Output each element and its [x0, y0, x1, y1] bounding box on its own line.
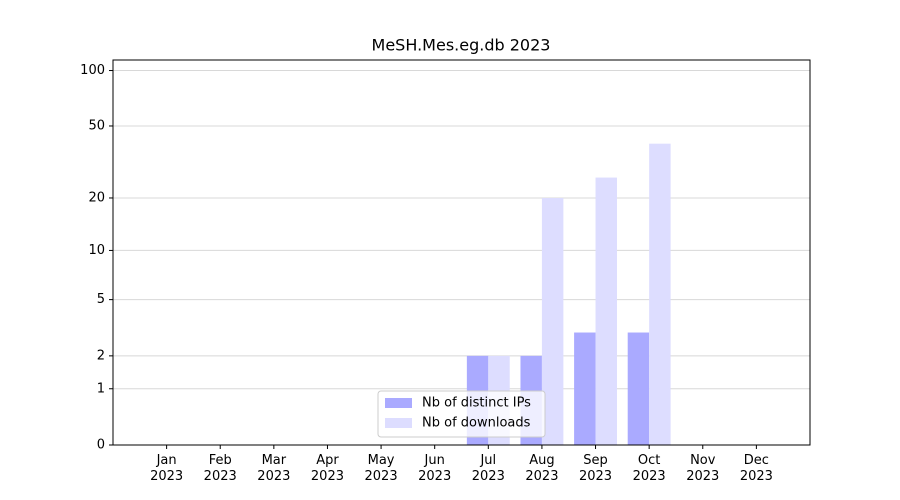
y-tick-label: 100 — [80, 63, 105, 78]
bar — [627, 332, 650, 445]
bar — [595, 177, 617, 445]
y-tick-label: 10 — [88, 243, 105, 258]
legend-label: Nb of distinct IPs — [422, 396, 531, 411]
bar — [649, 143, 671, 446]
x-tick-label: Jun 2023 — [418, 453, 452, 484]
plot-frame — [112, 59, 811, 446]
y-tick-label: 20 — [88, 190, 105, 205]
y-tick-label: 2 — [97, 348, 105, 363]
x-tick-label: Mar 2023 — [257, 453, 291, 484]
y-tick-label: 5 — [97, 292, 105, 307]
x-tick-label: Jul 2023 — [471, 453, 505, 484]
bar — [574, 332, 596, 445]
chart-title: MeSH.Mes.eg.db 2023 — [372, 36, 551, 55]
x-tick-label: Apr 2023 — [310, 453, 344, 484]
y-tick-label: 50 — [88, 118, 105, 133]
x-tick-label: May 2023 — [364, 453, 398, 484]
y-tick-label: 1 — [97, 381, 105, 396]
x-tick-label: Nov 2023 — [686, 453, 720, 484]
x-tick-label: Feb 2023 — [203, 453, 237, 484]
x-tick-label: Oct 2023 — [632, 453, 666, 484]
legend-swatch — [385, 418, 412, 428]
x-tick-label: Aug 2023 — [525, 453, 559, 484]
y-tick-label: 0 — [97, 438, 105, 453]
legend-swatch — [385, 398, 412, 408]
legend-label: Nb of downloads — [422, 416, 531, 431]
x-tick-label: Dec 2023 — [739, 453, 773, 484]
bar — [541, 197, 564, 445]
x-tick-label: Sep 2023 — [578, 453, 613, 484]
legend-box — [377, 390, 546, 438]
x-tick-label: Jan 2023 — [150, 453, 184, 484]
